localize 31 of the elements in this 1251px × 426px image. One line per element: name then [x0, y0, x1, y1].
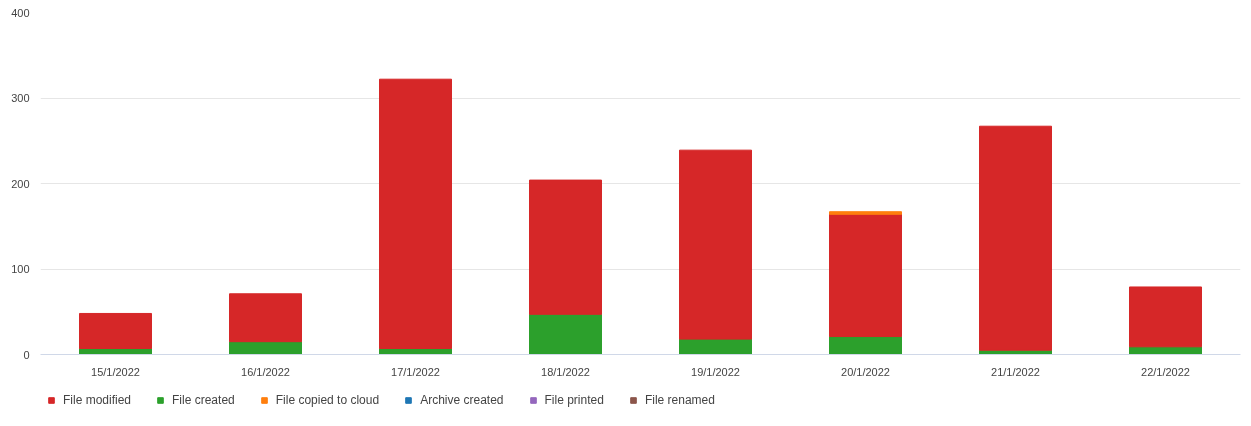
y-tick-label: 400: [11, 6, 30, 19]
bar: [829, 211, 902, 215]
legend-label: File printed: [544, 393, 604, 407]
x-tick-label: 18/1/2022: [541, 365, 590, 378]
x-tick-label: 17/1/2022: [391, 365, 440, 378]
bar: [979, 125, 1052, 351]
bar: [529, 313, 602, 355]
x-tick-label: 19/1/2022: [691, 365, 740, 378]
legend-label: File modified: [63, 393, 132, 407]
bar: [529, 179, 602, 315]
bar: [229, 293, 302, 343]
x-tick-label: 16/1/2022: [241, 365, 290, 378]
x-tick-label: 22/1/2022: [1141, 365, 1190, 378]
bar: [829, 213, 902, 338]
bar: [379, 78, 452, 350]
bar: [1129, 286, 1202, 348]
bar: [829, 336, 902, 355]
legend-label: File copied to cloud: [275, 393, 380, 407]
y-tick-label: 200: [11, 177, 30, 190]
bar: [679, 149, 752, 340]
legend-label: File created: [172, 393, 235, 407]
bar: [229, 341, 302, 355]
y-tick-label: 0: [23, 348, 30, 361]
x-tick-label: 21/1/2022: [991, 365, 1040, 378]
y-tick-label: 300: [11, 92, 30, 104]
y-tick-label: 100: [11, 263, 30, 275]
x-tick-label: 20/1/2022: [841, 365, 890, 378]
legend-label: Archive created: [420, 393, 504, 407]
legend-label: File renamed: [644, 393, 715, 407]
bar: [79, 312, 152, 350]
x-tick-label: 15/1/2022: [91, 365, 140, 378]
